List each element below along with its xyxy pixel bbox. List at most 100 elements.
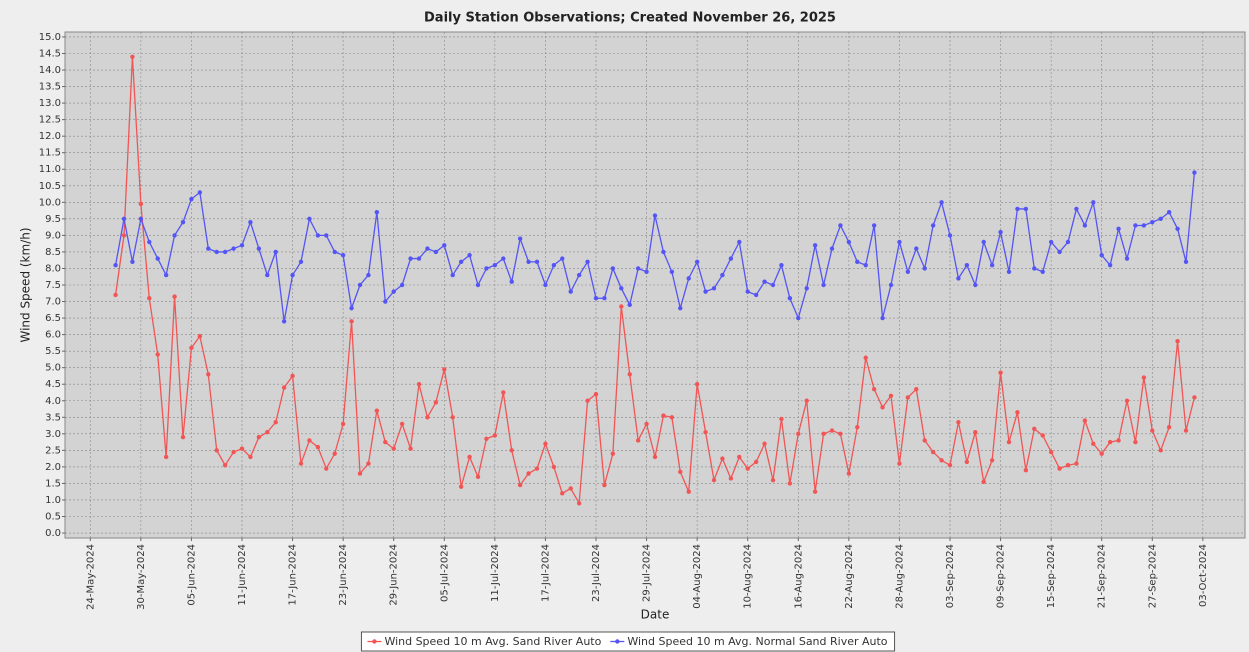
data-point (298, 259, 304, 265)
data-point (762, 279, 767, 284)
data-point (172, 233, 177, 238)
data-point (568, 289, 573, 294)
y-tick-label: 1.0 (45, 495, 61, 506)
data-point (138, 216, 144, 222)
data-point (905, 395, 911, 400)
data-point (770, 477, 776, 483)
y-axis-label: Wind Speed (km/h) (19, 227, 33, 342)
data-point (880, 405, 885, 410)
data-point (509, 279, 514, 284)
data-point (678, 305, 683, 311)
data-point (450, 272, 455, 278)
y-tick-label: 0.0 (45, 528, 61, 539)
data-point (1183, 259, 1189, 265)
data-point (189, 196, 194, 202)
data-point (1048, 449, 1054, 455)
y-tick-label: 2.5 (45, 445, 61, 456)
x-tick-label: 05-Jun-2024 (186, 544, 197, 606)
data-point (180, 434, 186, 440)
x-tick-label: 04-Aug-2024 (692, 544, 703, 609)
data-point (779, 262, 784, 268)
data-point (1065, 239, 1071, 245)
data-point (1006, 439, 1012, 445)
data-point (812, 489, 818, 494)
data-point (113, 292, 118, 298)
data-point (1158, 448, 1163, 453)
data-point (383, 299, 388, 304)
data-point (290, 373, 295, 379)
data-point (239, 446, 245, 451)
data-point (855, 259, 860, 265)
x-tick-label: 15-Sep-2024 (1046, 544, 1057, 608)
data-point (509, 448, 514, 453)
data-point (1057, 249, 1062, 255)
data-point (610, 451, 616, 456)
y-tick-label: 9.0 (45, 230, 61, 241)
y-tick-label: 12.0 (39, 131, 61, 142)
x-tick-label: 11-Jun-2024 (237, 544, 248, 606)
data-point (644, 269, 649, 274)
data-point (1141, 223, 1147, 228)
data-point (838, 431, 843, 437)
data-point (307, 438, 312, 443)
data-point (1048, 239, 1054, 245)
legend-marker (615, 639, 620, 644)
data-point (897, 239, 902, 245)
y-tick-label: 12.5 (39, 115, 61, 126)
data-point (383, 439, 388, 445)
data-point (871, 386, 877, 392)
data-point (888, 393, 894, 398)
data-point (669, 415, 675, 420)
data-point (467, 253, 472, 258)
data-point (753, 292, 759, 298)
data-point (796, 315, 801, 321)
x-tick-label: 29-Jun-2024 (389, 544, 400, 606)
data-point (779, 416, 784, 422)
data-point (939, 200, 944, 205)
data-point (501, 390, 506, 395)
data-point (821, 431, 826, 437)
y-tick-label: 10.0 (39, 197, 61, 208)
data-point (652, 213, 658, 218)
data-point (711, 477, 717, 483)
data-point (939, 458, 944, 463)
data-point (720, 456, 725, 461)
data-point (442, 367, 447, 372)
data-point (1091, 441, 1096, 446)
data-point (197, 334, 203, 339)
data-point (265, 429, 270, 435)
data-point (147, 296, 152, 301)
data-point (888, 282, 894, 288)
data-point (678, 469, 683, 475)
data-point (1074, 206, 1079, 212)
data-point (1166, 210, 1172, 215)
x-tick-label: 17-Jul-2024 (540, 544, 551, 602)
data-point (147, 239, 152, 245)
data-point (1116, 438, 1121, 443)
data-point (1116, 226, 1121, 231)
data-point (265, 272, 270, 278)
x-tick-label: 22-Aug-2024 (844, 544, 855, 609)
legend-marker (372, 639, 377, 644)
data-point (1175, 226, 1180, 231)
data-point (737, 239, 742, 245)
data-point (728, 476, 734, 481)
y-tick-label: 5.0 (45, 363, 61, 374)
data-point (281, 385, 287, 390)
data-point (324, 233, 329, 238)
y-tick-label: 3.5 (45, 412, 61, 423)
data-point (1040, 269, 1045, 274)
data-point (1057, 466, 1062, 471)
data-point (787, 481, 793, 486)
y-tick-label: 3.0 (45, 429, 61, 440)
data-point (526, 471, 531, 476)
data-point (1015, 410, 1020, 415)
data-point (324, 466, 329, 471)
data-point (442, 243, 447, 248)
data-point (273, 249, 278, 255)
data-point (964, 459, 970, 465)
data-point (922, 266, 927, 271)
data-point (686, 489, 691, 494)
data-point (248, 454, 253, 460)
data-point (517, 236, 523, 241)
